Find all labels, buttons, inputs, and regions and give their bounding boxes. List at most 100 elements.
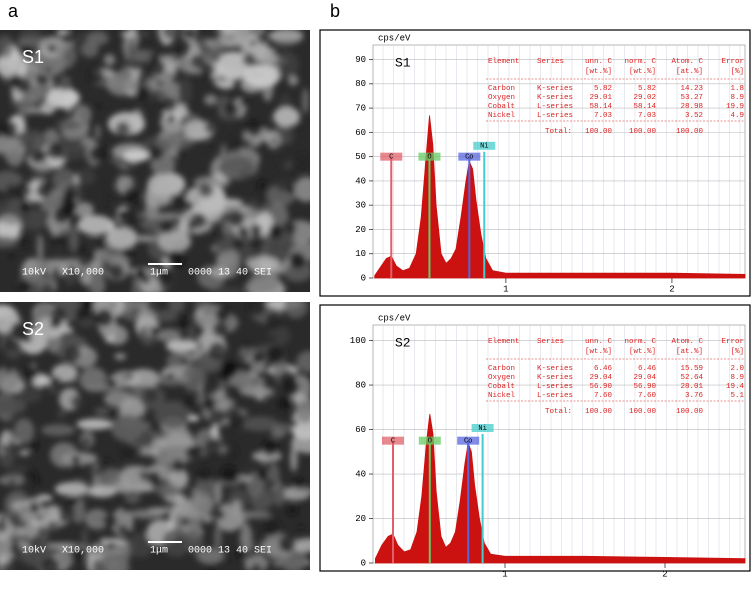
sem-particle xyxy=(123,149,150,162)
sem-pore xyxy=(146,302,156,311)
table-total: 100.00 xyxy=(629,128,657,136)
sem-particle xyxy=(89,274,106,292)
table-cell: 58.14 xyxy=(633,103,656,111)
sem-pore xyxy=(93,468,100,475)
table-cell: K-series xyxy=(537,85,573,93)
sem-pore xyxy=(21,506,27,511)
marker-label-box xyxy=(458,152,481,161)
sem-particle xyxy=(198,194,226,221)
sem-pore xyxy=(173,47,181,55)
sem-particle xyxy=(127,532,154,558)
sem-particle xyxy=(0,556,5,566)
sem-pore xyxy=(96,540,103,546)
sem-pore xyxy=(206,142,216,152)
sem-particle xyxy=(168,302,185,313)
marker-label-box xyxy=(380,152,403,161)
sem-particle xyxy=(87,30,109,46)
table-unit: [at.%] xyxy=(676,68,703,76)
table-unit: [wt.%] xyxy=(629,68,656,76)
sem-pore xyxy=(115,171,122,178)
sem-pore xyxy=(220,465,238,483)
sem-pore xyxy=(227,137,244,153)
spectrum-area xyxy=(374,115,746,279)
table-total: 100.00 xyxy=(585,408,613,416)
table-unit: [%] xyxy=(730,348,744,356)
sem-pore xyxy=(240,360,253,374)
sem-pore xyxy=(69,280,87,292)
sem-particle xyxy=(73,202,94,218)
table-cell: 5.82 xyxy=(594,85,612,93)
sem-pore xyxy=(256,469,268,481)
sem-pore xyxy=(259,118,269,128)
sem-pore xyxy=(8,478,16,486)
sem-pore xyxy=(246,120,263,137)
sem-pore xyxy=(102,513,118,529)
table-header: Error xyxy=(721,58,744,66)
table-unit: [%] xyxy=(730,68,744,76)
sem-pore xyxy=(182,395,196,408)
sem-particle xyxy=(0,366,21,393)
sem-pore xyxy=(125,208,140,224)
sem-pore xyxy=(8,74,23,88)
sem-pore xyxy=(287,132,293,139)
sem-particle xyxy=(218,156,255,181)
sem-pore xyxy=(75,244,88,256)
sem-pore xyxy=(252,352,264,364)
table-cell: L-series xyxy=(537,103,573,111)
sem-pore xyxy=(224,101,238,115)
sem-particle xyxy=(128,35,136,65)
sem-pore xyxy=(136,268,147,278)
sem-pore xyxy=(23,152,30,159)
sem-particle xyxy=(0,214,22,238)
marker-label-box xyxy=(471,423,494,432)
sem-pore xyxy=(24,227,37,240)
table-cell: Oxygen xyxy=(488,94,515,102)
y-tick-label: 100 xyxy=(350,336,366,346)
sem-pore xyxy=(1,445,7,451)
table-cell: 14.23 xyxy=(680,85,703,93)
sem-pore xyxy=(36,182,52,199)
sem-particle xyxy=(216,79,235,89)
table-cell: 29.04 xyxy=(633,374,656,382)
y-tick-label: 50 xyxy=(355,152,366,162)
sem-particle xyxy=(298,487,310,495)
sem-particle xyxy=(154,400,192,429)
sem-pore xyxy=(256,32,270,45)
table-cell: Nickel xyxy=(488,112,516,120)
sem-pore xyxy=(77,253,92,268)
sem-particle xyxy=(283,302,308,319)
sem-pore xyxy=(115,121,131,137)
sem-magnification: X10,000 xyxy=(62,268,104,279)
sem-particle xyxy=(56,30,70,36)
table-cell: Carbon xyxy=(488,365,515,373)
sem-code: 0000 13 40 SEI xyxy=(188,268,272,279)
table-cell: 5.82 xyxy=(638,85,656,93)
sem-pore xyxy=(22,469,38,485)
sem-pore xyxy=(223,384,242,402)
sem-pore xyxy=(63,345,82,363)
sem-pore xyxy=(286,504,299,516)
marker-label: Co xyxy=(465,153,473,161)
sem-pore xyxy=(46,142,64,160)
sem-pore xyxy=(29,148,45,164)
sem-particle xyxy=(40,505,62,522)
sem-pore xyxy=(283,379,301,396)
sem-pore xyxy=(75,306,89,321)
table-cell: 3.76 xyxy=(685,392,704,400)
sem-particle xyxy=(13,418,35,445)
table-header: unn. C xyxy=(585,338,613,346)
table-cell: 8.9 xyxy=(730,94,744,102)
sem-particle xyxy=(130,108,144,130)
sem-pore xyxy=(20,45,34,59)
sem-pore xyxy=(224,406,240,422)
sem-pore xyxy=(239,463,254,478)
sem-pore xyxy=(0,520,8,533)
table-cell: 29.01 xyxy=(589,94,612,102)
sem-pore xyxy=(81,438,91,447)
sem-pore xyxy=(0,120,18,138)
table-cell: 6.46 xyxy=(594,365,613,373)
table-cell: 15.59 xyxy=(680,365,703,373)
sem-pore xyxy=(72,379,81,388)
table-cell: 8.9 xyxy=(730,374,744,382)
sem-pore xyxy=(60,517,67,523)
